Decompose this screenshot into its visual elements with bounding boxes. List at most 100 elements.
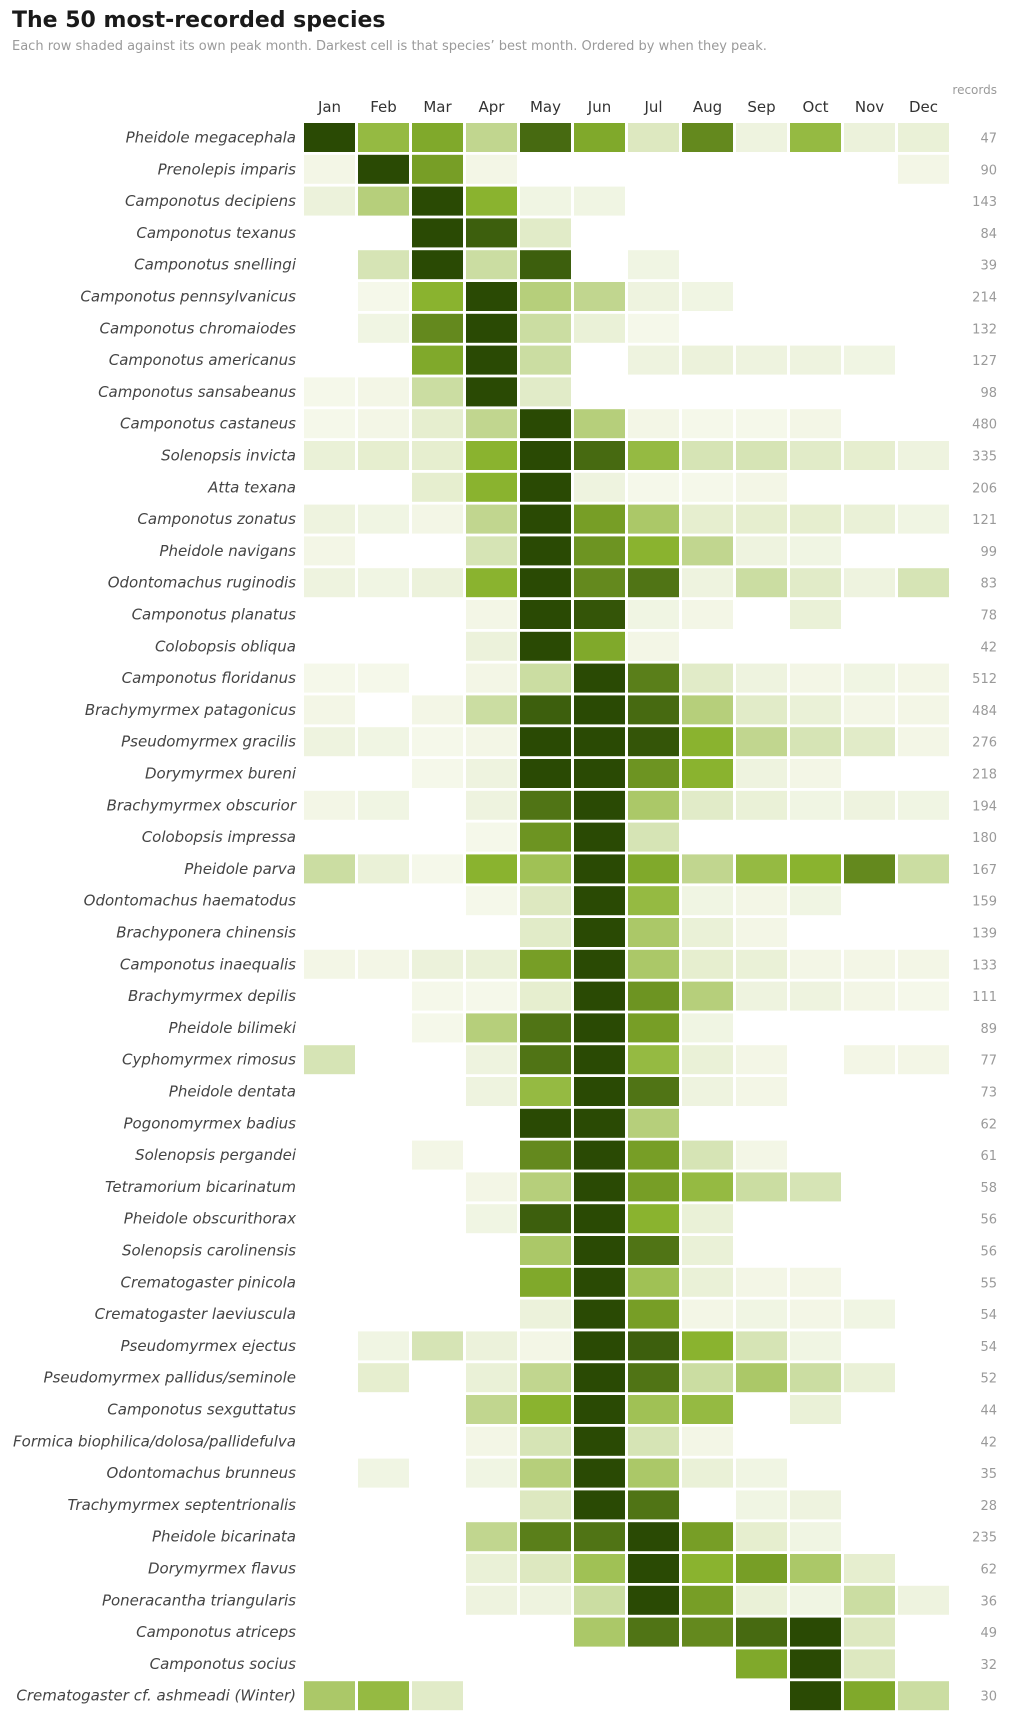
heatmap-cell-jun: [574, 123, 625, 152]
heatmap-cell-feb: [358, 504, 409, 534]
record-count: 139: [972, 927, 997, 942]
heatmap-cell-may: [520, 1490, 571, 1520]
heatmap-cell-mar: [412, 727, 463, 757]
heatmap-cell-may: [520, 1140, 571, 1170]
heatmap-cell-apr: [466, 1045, 517, 1075]
heatmap-cell-oct: [790, 1395, 841, 1424]
heatmap-cell-oct: [790, 1617, 841, 1647]
heatmap-cell-apr: [466, 536, 517, 566]
heatmap-cell-may: [520, 409, 571, 439]
heatmap-cell-aug: [682, 1458, 733, 1488]
heatmap-cell-jun: [574, 1299, 625, 1329]
heatmap-cell-feb: [358, 1458, 409, 1488]
heatmap-cell-may: [520, 1363, 571, 1393]
heatmap-row: Colobopsis impressa 180: [142, 822, 997, 852]
record-count: 55: [980, 1276, 997, 1291]
record-count: 73: [980, 1086, 997, 1101]
heatmap-row: Pseudomyrmex pallidus/seminole 52: [44, 1363, 997, 1393]
heatmap-cell-may: [520, 250, 571, 280]
heatmap-cell-jun: [574, 759, 625, 788]
heatmap-cell-dec: [898, 1681, 949, 1711]
heatmap-cell-may: [520, 1299, 571, 1329]
heatmap-cell-feb: [358, 154, 409, 184]
heatmap-cell-jun: [574, 1395, 625, 1424]
heatmap-cell-jan: [304, 536, 355, 566]
heatmap-cell-mar: [412, 981, 463, 1011]
species-label: Solenopsis invicta: [161, 447, 296, 465]
record-count: 194: [972, 799, 997, 814]
heatmap-cell-oct: [790, 695, 841, 725]
heatmap-cell-apr: [466, 441, 517, 470]
heatmap-cell-jun: [574, 727, 625, 757]
heatmap-cell-may: [520, 1522, 571, 1552]
heatmap-cell-aug: [682, 981, 733, 1011]
heatmap-cell-may: [520, 822, 571, 852]
heatmap-cell-nov: [844, 949, 895, 979]
species-label: Odontomachus haematodus: [84, 892, 297, 910]
species-label: Pseudomyrmex gracilis: [121, 733, 296, 751]
heatmap-cell-aug: [682, 1522, 733, 1552]
record-count: 335: [972, 450, 997, 465]
month-label-jan: Jan: [317, 98, 341, 116]
heatmap-cell-jun: [574, 981, 625, 1011]
heatmap-cell-may: [520, 186, 571, 216]
species-label: Solenopsis carolinensis: [122, 1242, 296, 1260]
heatmap-cell-may: [520, 536, 571, 566]
heatmap-cell-oct: [790, 1554, 841, 1583]
month-label-oct: Oct: [803, 98, 829, 116]
heatmap-cell-dec: [898, 1045, 949, 1075]
species-label: Brachymyrmex obscurior: [107, 796, 297, 814]
heatmap-cell-apr: [466, 600, 517, 629]
heatmap-cell-jan: [304, 727, 355, 757]
heatmap-cell-nov: [844, 1299, 895, 1329]
heatmap-row: Camponotus floridanus 512: [122, 663, 997, 693]
month-labels: Jan Feb Mar Apr May Jun Jul Aug Sep Oct Nov Dec: [317, 98, 938, 116]
heatmap-cell-aug: [682, 536, 733, 566]
species-label: Crematogaster pinicola: [121, 1273, 296, 1291]
heatmap-cell-sep: [736, 854, 787, 884]
heatmap-cell-aug: [682, 504, 733, 534]
heatmap-cell-sep: [736, 441, 787, 470]
heatmap-row: Prenolepis imparis 90: [158, 154, 997, 184]
heatmap-cell-sep: [736, 1554, 787, 1583]
heatmap-cell-aug: [682, 790, 733, 820]
heatmap-cell-may: [520, 1108, 571, 1138]
heatmap-cell-aug: [682, 1140, 733, 1170]
record-count: 49: [980, 1626, 997, 1641]
heatmap-cell-jul: [628, 695, 679, 725]
species-label: Camponotus zonatus: [137, 510, 296, 528]
heatmap-cell-feb: [358, 1681, 409, 1711]
heatmap-cell-aug: [682, 441, 733, 470]
heatmap-cell-apr: [466, 1363, 517, 1393]
heatmap-cell-mar: [412, 854, 463, 884]
species-label: Colobopsis obliqua: [155, 637, 296, 655]
heatmap-row: Solenopsis carolinensis 56: [122, 1236, 997, 1265]
heatmap-cell-mar: [412, 282, 463, 311]
heatmap-cell-jun: [574, 1522, 625, 1552]
month-label-jun: Jun: [587, 98, 611, 116]
species-label: Camponotus chromaiodes: [100, 319, 297, 337]
heatmap-cell-aug: [682, 1077, 733, 1106]
heatmap-cell-jul: [628, 1426, 679, 1456]
heatmap-cell-oct: [790, 123, 841, 152]
species-label: Pheidole bilimeki: [168, 1019, 296, 1037]
heatmap-cell-oct: [790, 409, 841, 439]
species-label: Pogonomyrmex badius: [124, 1114, 297, 1132]
heatmap-cell-feb: [358, 663, 409, 693]
heatmap-cell-jun: [574, 1013, 625, 1043]
record-count: 54: [980, 1340, 997, 1355]
heatmap-cell-nov: [844, 981, 895, 1011]
heatmap-row: Atta texana 206: [207, 472, 997, 502]
heatmap-cell-dec: [898, 695, 949, 725]
heatmap-cell-jul: [628, 918, 679, 947]
species-label: Odontomachus brunneus: [107, 1464, 297, 1482]
heatmap-cell-jan: [304, 949, 355, 979]
heatmap-cell-jul: [628, 250, 679, 280]
species-label: Odontomachus ruginodis: [108, 574, 296, 592]
heatmap-cell-aug: [682, 1172, 733, 1202]
heatmap-cell-may: [520, 1013, 571, 1043]
heatmap-cell-apr: [466, 727, 517, 757]
heatmap-cell-feb: [358, 250, 409, 280]
heatmap-cell-apr: [466, 1331, 517, 1361]
heatmap-cell-sep: [736, 1649, 787, 1679]
